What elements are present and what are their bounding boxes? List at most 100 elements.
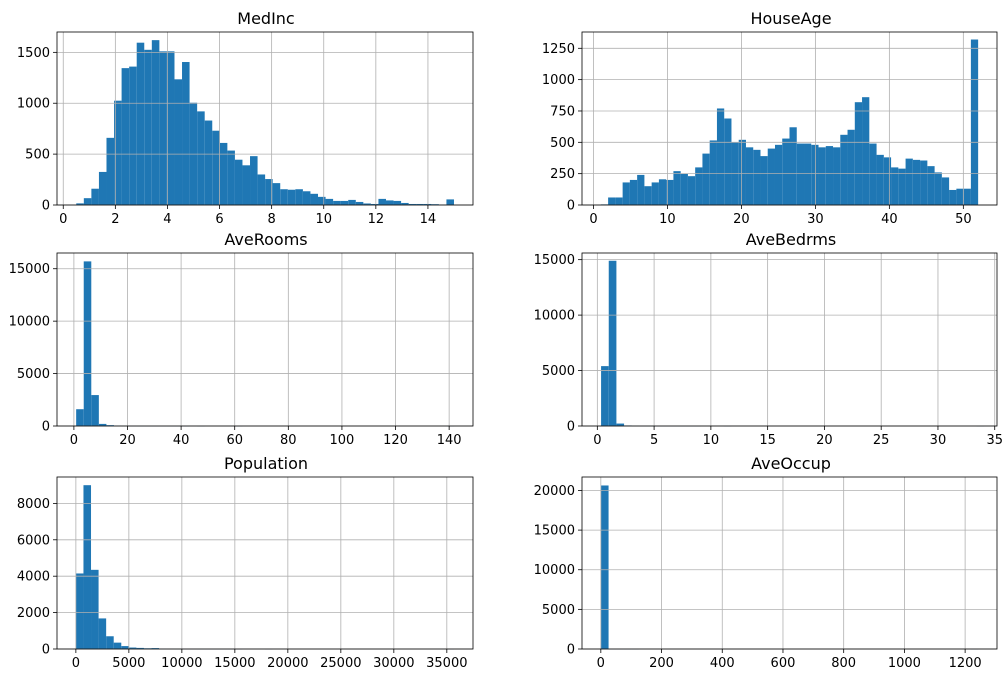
histogram-bar	[166, 51, 175, 206]
histogram-bar	[401, 202, 409, 205]
histogram-bar	[295, 189, 303, 205]
histogram-bar	[75, 573, 84, 649]
histogram-bar	[128, 647, 137, 649]
histogram-bar	[340, 200, 349, 205]
histogram-bar	[159, 51, 167, 206]
histogram-bar	[687, 176, 696, 205]
histogram-bar	[905, 158, 913, 205]
histogram-bar	[98, 618, 107, 649]
histogram-bar	[724, 118, 732, 205]
x-tick-label: 1000	[888, 656, 921, 671]
histogram-bar	[83, 261, 92, 426]
x-tick-label: 10	[659, 212, 676, 227]
y-tick-label: 0	[567, 420, 575, 435]
histogram-bar	[745, 147, 754, 205]
panel-title-houseage: HouseAge	[750, 9, 831, 28]
histogram-bar	[234, 159, 243, 205]
histogram-bar	[883, 157, 892, 205]
y-tick-label: 1000	[17, 97, 50, 112]
histogram-bar	[121, 646, 129, 649]
x-tick-label: 600	[771, 656, 796, 671]
histogram-bar	[716, 108, 725, 205]
histogram-bar	[98, 423, 107, 426]
histogram-bar	[151, 40, 160, 205]
histogram-bar	[114, 100, 122, 205]
histogram-bar	[136, 647, 144, 649]
x-tick-label: 0	[59, 212, 67, 227]
histogram-bar	[129, 66, 137, 205]
histogram-bar	[608, 197, 616, 205]
y-tick-label: 10000	[534, 563, 575, 578]
x-tick-label: 30	[930, 433, 947, 448]
x-tick-label: 50	[955, 212, 972, 227]
axis-frame	[581, 252, 998, 427]
y-tick-label: 8000	[17, 497, 50, 512]
histogram-bar	[774, 144, 783, 205]
histogram-bar	[182, 62, 190, 205]
histogram-bar	[920, 160, 928, 205]
y-tick-label: 10000	[534, 309, 575, 324]
histogram-bar	[818, 147, 826, 205]
x-tick-label: 15	[759, 433, 776, 448]
histogram-bar	[227, 150, 235, 205]
x-tick-label: 1200	[949, 656, 982, 671]
x-tick-label: 120	[383, 433, 408, 448]
histogram-bar	[963, 188, 971, 205]
histogram-bar	[272, 183, 281, 205]
y-tick-label: 1500	[17, 46, 50, 61]
y-tick-label: 20000	[534, 484, 575, 499]
histogram-bar	[622, 182, 630, 205]
histogram-bar	[106, 137, 115, 205]
histogram-bar	[257, 174, 266, 205]
histogram-bar	[608, 260, 617, 426]
x-tick-label: 400	[710, 656, 735, 671]
histogram-bar	[738, 139, 746, 205]
histogram-bar	[616, 423, 625, 426]
histogram-bar	[782, 138, 790, 205]
x-tick-label: 0	[72, 656, 80, 671]
axis-frame	[581, 31, 998, 206]
histogram-bar	[318, 196, 326, 205]
x-tick-label: 2	[111, 212, 119, 227]
histogram-bar	[151, 648, 160, 649]
histogram-bar	[242, 165, 251, 205]
histogram-bar	[658, 179, 667, 205]
axis-frame	[56, 31, 474, 206]
y-tick-label: 15000	[534, 253, 575, 268]
histogram-bar	[302, 191, 311, 205]
x-tick-label: 40	[173, 433, 190, 448]
x-tick-label: 10000	[161, 656, 202, 671]
x-tick-label: 800	[831, 656, 856, 671]
x-tick-label: 80	[280, 433, 297, 448]
histogram-bar	[265, 179, 273, 205]
histogram-bar	[644, 186, 652, 205]
panel-averooms: AveRooms 0 20 40 60 80 100 120 140 0 5000 10000 150…	[9, 230, 474, 448]
histogram-bar	[446, 199, 454, 205]
histogram-bar	[408, 203, 417, 205]
x-tick-label: 40	[881, 212, 898, 227]
y-tick-label: 2000	[17, 606, 50, 621]
x-tick-label: 4	[163, 212, 171, 227]
histogram-bar	[695, 167, 703, 205]
y-tick-label: 4000	[17, 570, 50, 585]
histogram-bar	[310, 193, 319, 205]
histogram-bar	[702, 153, 710, 205]
histogram-bar	[106, 425, 114, 426]
histogram-bar	[333, 200, 341, 205]
x-tick-label: 5	[650, 433, 658, 448]
x-tick-label: 35000	[426, 656, 467, 671]
x-tick-label: 100	[330, 433, 355, 448]
histogram-bar	[833, 147, 841, 205]
histogram-bar	[106, 636, 114, 649]
histogram-bar	[98, 171, 107, 205]
histogram-bar	[325, 198, 334, 205]
x-tick-label: 35	[986, 433, 1003, 448]
histogram-bar	[197, 111, 205, 205]
y-tick-label: 15000	[534, 524, 575, 539]
x-tick-label: 140	[437, 433, 462, 448]
histogram-bar	[637, 174, 645, 205]
x-tick-label: 20000	[267, 656, 308, 671]
x-tick-label: 10	[703, 433, 720, 448]
histogram-bar	[927, 166, 935, 205]
